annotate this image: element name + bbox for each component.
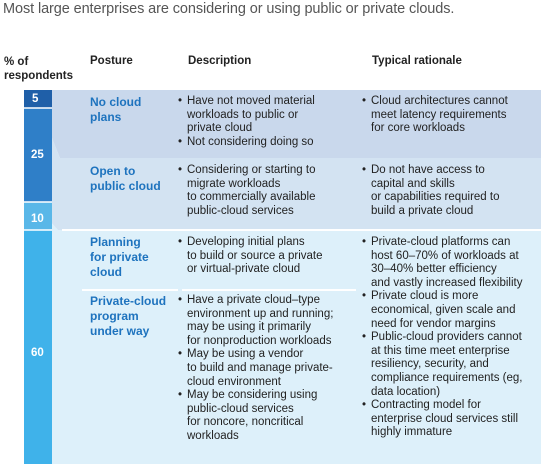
text-line: need for vendor margins (371, 317, 496, 330)
posture-line: plans (90, 110, 122, 124)
bar-planning (24, 202, 52, 230)
posture-line: cloud (90, 265, 122, 279)
description-no-cloud: Have not moved material workloads to pub… (178, 95, 315, 149)
rationale-item: Cloud architectures cannot meet latency … (362, 95, 508, 136)
description-item: Have not moved material workloads to pub… (178, 95, 315, 136)
text-line: 30–40% better efficiency (371, 263, 497, 276)
text-line: and vastly increased flexibility (371, 276, 523, 289)
bar-no-cloud (24, 90, 52, 108)
text-line: or capabilities required to (371, 191, 500, 204)
bar-label-planning: 10 (31, 213, 44, 225)
text-line: meet latency requirements (371, 108, 507, 121)
rationale-no-cloud: Cloud architectures cannot meet latency … (362, 95, 508, 136)
text-line: to build or source a private (187, 249, 323, 262)
description-item: May be considering using public-cloud se… (178, 389, 333, 443)
text-line: workloads (187, 429, 239, 442)
text-line: private cloud (187, 122, 253, 135)
text-line: may be using it primarily (187, 321, 311, 334)
text-line: May be considering using (187, 389, 318, 402)
description-item: Developing initial plans to build or sou… (178, 236, 323, 277)
header-pct-line2: respondents (4, 70, 74, 82)
posture-line: Private-cloud (90, 294, 167, 308)
bar-private-program (24, 230, 52, 464)
posture-open-public: Open to public cloud (90, 164, 161, 194)
header-pct-line1: % of (4, 56, 29, 68)
posture-line: Open to (90, 164, 136, 178)
text-line: highly immature (371, 426, 453, 439)
text-line: Considering or starting to (187, 164, 316, 176)
posture-private-program: Private-cloud program under way (90, 294, 166, 339)
text-line: May be using a vendor (187, 348, 304, 361)
headline: Most large enterprises are considering o… (3, 1, 455, 17)
header-pct: % of respondents (4, 55, 73, 83)
bar-open-public (24, 108, 52, 202)
header-posture: Posture (90, 55, 133, 67)
posture-planning: Planning for private cloud (90, 235, 149, 280)
description-private-program: Have a private cloud–type environment up… (178, 294, 333, 444)
text-line: environment up and running; (187, 307, 334, 320)
rationale-item: Public-cloud providers cannot at this ti… (362, 331, 523, 399)
posture-line: for private (90, 250, 149, 264)
text-line: for core workloads (371, 122, 465, 135)
posture-line: under way (90, 324, 150, 338)
text-line: capital and skills (371, 177, 455, 190)
text-line: resiliency, security, and (371, 358, 489, 371)
text-line: Cloud architectures cannot (371, 95, 508, 107)
text-line: Developing initial plans (187, 236, 305, 248)
text-line: enterprise cloud services still (371, 412, 519, 425)
posture-line: program (90, 309, 139, 323)
text-line: build a private cloud (371, 204, 474, 217)
text-line: workloads to public or (187, 108, 299, 121)
text-line: cloud environment (187, 375, 281, 388)
description-item: May be using a vendor to build and manag… (178, 348, 333, 389)
rationale-item: Private-cloud platforms can host 60–70% … (362, 236, 523, 290)
text-line: for noncore, noncritical (187, 416, 304, 429)
text-line: Contracting model for (371, 399, 481, 412)
text-line: public-cloud services (187, 402, 294, 415)
rationale-item: Private cloud is more economical, given … (362, 290, 523, 331)
text-line: at this time meet enterprise (371, 344, 510, 357)
rationale-item: Do not have access to capital and skills… (362, 164, 500, 218)
posture-line: public cloud (90, 179, 161, 193)
bar-label-private-program: 60 (31, 347, 44, 359)
text-line: to commercially available (187, 191, 316, 204)
text-line: Private-cloud platforms can (371, 236, 511, 248)
text-line: Public-cloud providers cannot (371, 331, 522, 344)
rationale-item: Contracting model for enterprise cloud s… (362, 399, 523, 440)
description-item: Have a private cloud–type environment up… (178, 294, 333, 348)
text-line: or virtual-private cloud (187, 263, 301, 276)
text-line: Do not have access to (371, 164, 485, 176)
posture-line: Planning (90, 235, 141, 249)
posture-line: No cloud (90, 95, 142, 109)
text-line: migrate workloads (187, 177, 281, 190)
text-line: economical, given scale and (371, 303, 516, 316)
description-item: Not considering doing so (178, 136, 315, 150)
posture-no-cloud: No cloud plans (90, 95, 141, 125)
rationale-open-public: Do not have access to capital and skills… (362, 164, 500, 218)
text-line: data location) (371, 385, 441, 398)
text-line: compliance requirements (eg, (371, 371, 523, 384)
description-planning: Developing initial plans to build or sou… (178, 236, 323, 277)
bar-label-no-cloud: 5 (32, 93, 39, 105)
text-line: Have not moved material (187, 95, 315, 107)
text-line: for nonproduction workloads (187, 334, 332, 347)
description-open-public: Considering or starting to migrate workl… (178, 164, 315, 218)
text-line: Not considering doing so (187, 135, 314, 148)
text-line: public-cloud services (187, 204, 294, 217)
text-line: to build and manage private- (187, 361, 333, 374)
rationale-private: Private-cloud platforms can host 60–70% … (362, 236, 523, 440)
header-rationale: Typical rationale (372, 55, 462, 67)
description-item: Considering or starting to migrate workl… (178, 164, 315, 218)
bar-label-open-public: 25 (31, 149, 44, 161)
text-line: Private cloud is more (371, 290, 479, 303)
text-line: host 60–70% of workloads at (371, 249, 519, 262)
header-description: Description (188, 55, 252, 67)
text-line: Have a private cloud–type (187, 294, 320, 306)
